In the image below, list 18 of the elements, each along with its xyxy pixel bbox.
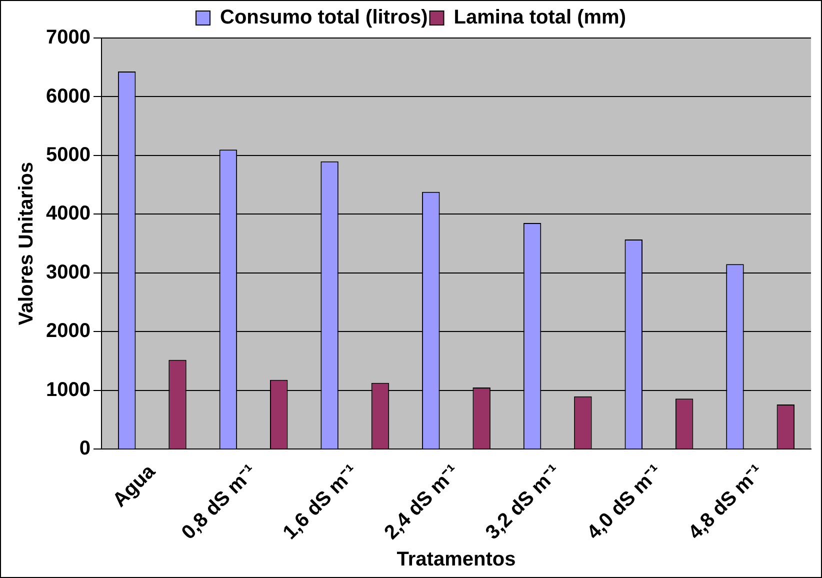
y-tick-label: 6000: [46, 85, 90, 108]
y-tick-label: 7000: [46, 26, 90, 49]
y-tick-label: 1000: [46, 378, 90, 401]
x-tick-label: 2,4 dS m⁻¹: [380, 460, 464, 544]
x-tick-label: 4,0 dS m⁻¹: [583, 460, 667, 544]
y-tick-label: 0: [79, 438, 90, 460]
legend-label: Consumo total (litros): [220, 6, 428, 29]
y-axis-title: Valores Unitarios: [16, 162, 38, 326]
x-axis-title: Tratamentos: [396, 548, 516, 571]
x-tick-label: 1,6 dS m⁻¹: [278, 460, 363, 544]
y-tick-label: 3000: [46, 261, 90, 284]
y-tick-label: 5000: [46, 144, 90, 166]
x-tick-label: 3,2 dS m⁻¹: [482, 460, 566, 544]
y-tick-label: 2000: [46, 320, 90, 342]
x-tick-label: 4,8 dS m⁻¹: [684, 460, 768, 544]
legend-label: Lamina total (mm): [454, 6, 626, 29]
x-tick-label: 0,8 dS m⁻¹: [178, 460, 262, 544]
y-tick-label: 4000: [46, 202, 90, 225]
